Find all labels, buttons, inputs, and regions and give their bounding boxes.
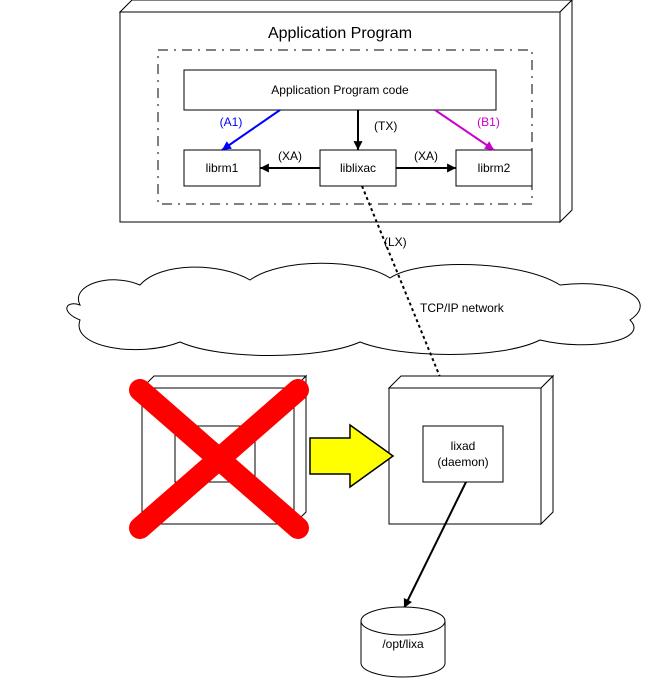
network-cloud bbox=[67, 263, 640, 355]
lixad-right-box bbox=[423, 426, 503, 482]
migration-arrow-icon bbox=[310, 425, 393, 487]
b1-label: (B1) bbox=[477, 115, 500, 129]
xa-left-label: (XA) bbox=[278, 149, 302, 163]
storage-cylinder-top bbox=[361, 607, 445, 635]
librm1-label: librm1 bbox=[206, 161, 239, 175]
lixad-label1: lixad bbox=[451, 439, 476, 453]
title: Application Program bbox=[268, 25, 412, 42]
cylinder-label: /opt/lixa bbox=[382, 637, 424, 651]
architecture-diagram: Application Program Application Program c… bbox=[0, 0, 662, 695]
liblixac-label: liblixac bbox=[340, 161, 376, 175]
lx-label: (LX) bbox=[384, 235, 407, 249]
librm2-label: librm2 bbox=[478, 161, 511, 175]
cloud-label: TCP/IP network bbox=[420, 301, 505, 315]
a1-label: (A1) bbox=[220, 115, 243, 129]
lixad-label2: (daemon) bbox=[437, 455, 488, 469]
xa-right-label: (XA) bbox=[414, 149, 438, 163]
app-code-label: Application Program code bbox=[271, 83, 409, 97]
tx-label: (TX) bbox=[374, 119, 397, 133]
